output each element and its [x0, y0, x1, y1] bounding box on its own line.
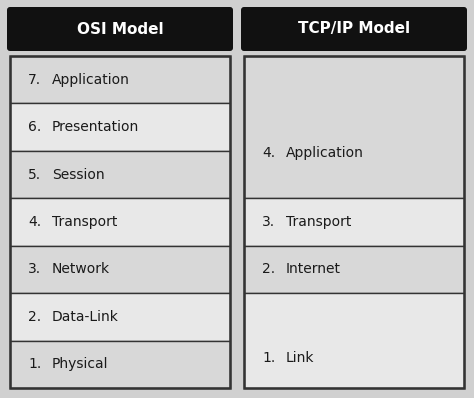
Text: Internet: Internet	[286, 262, 341, 277]
Text: 3.: 3.	[28, 262, 41, 277]
FancyBboxPatch shape	[10, 56, 230, 103]
Text: Link: Link	[286, 351, 315, 365]
FancyBboxPatch shape	[10, 151, 230, 198]
Text: Application: Application	[52, 73, 130, 87]
Text: 2.: 2.	[262, 262, 275, 277]
Text: 4.: 4.	[262, 146, 275, 160]
FancyBboxPatch shape	[244, 56, 464, 198]
Text: OSI Model: OSI Model	[77, 21, 164, 37]
Text: Network: Network	[52, 262, 110, 277]
Text: 3.: 3.	[262, 215, 275, 229]
Text: 1.: 1.	[28, 357, 41, 371]
Text: Data-Link: Data-Link	[52, 310, 119, 324]
FancyBboxPatch shape	[10, 198, 230, 246]
FancyBboxPatch shape	[10, 246, 230, 293]
Text: TCP/IP Model: TCP/IP Model	[298, 21, 410, 37]
FancyBboxPatch shape	[244, 293, 464, 388]
FancyBboxPatch shape	[10, 341, 230, 388]
Text: 1.: 1.	[262, 351, 275, 365]
Text: Presentation: Presentation	[52, 120, 139, 134]
Text: Transport: Transport	[52, 215, 118, 229]
Text: 7.: 7.	[28, 73, 41, 87]
Text: 6.: 6.	[28, 120, 41, 134]
FancyBboxPatch shape	[244, 246, 464, 293]
Text: Transport: Transport	[286, 215, 351, 229]
Text: 2.: 2.	[28, 310, 41, 324]
FancyBboxPatch shape	[10, 103, 230, 151]
FancyBboxPatch shape	[7, 7, 233, 51]
Text: Physical: Physical	[52, 357, 109, 371]
FancyBboxPatch shape	[241, 7, 467, 51]
Text: Session: Session	[52, 168, 105, 181]
FancyBboxPatch shape	[244, 198, 464, 246]
Text: 4.: 4.	[28, 215, 41, 229]
FancyBboxPatch shape	[10, 293, 230, 341]
Text: 5.: 5.	[28, 168, 41, 181]
Text: Application: Application	[286, 146, 364, 160]
